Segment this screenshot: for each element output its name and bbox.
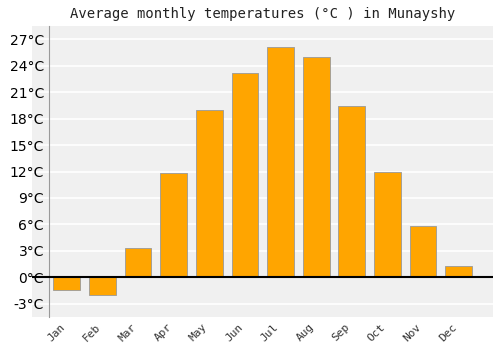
- Bar: [303, 57, 330, 277]
- Bar: [374, 172, 401, 277]
- Bar: [338, 105, 365, 277]
- Bar: [196, 110, 222, 277]
- Bar: [446, 266, 472, 277]
- Bar: [54, 277, 80, 290]
- Title: Average monthly temperatures (°C ) in Munayshy: Average monthly temperatures (°C ) in Mu…: [70, 7, 456, 21]
- Bar: [410, 226, 436, 277]
- Bar: [160, 173, 187, 277]
- Bar: [232, 73, 258, 277]
- Bar: [124, 248, 152, 277]
- Bar: [267, 47, 294, 277]
- Bar: [89, 277, 116, 295]
